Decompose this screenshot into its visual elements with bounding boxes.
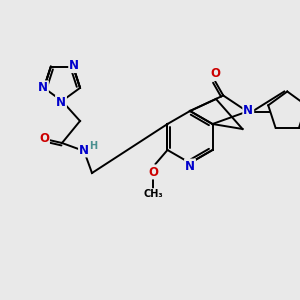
- Text: N: N: [243, 104, 253, 117]
- Text: N: N: [56, 95, 66, 109]
- Text: N: N: [79, 143, 89, 157]
- Text: N: N: [38, 81, 48, 94]
- Text: O: O: [210, 67, 220, 80]
- Text: O: O: [39, 133, 49, 146]
- Text: N: N: [185, 160, 195, 172]
- Text: CH₃: CH₃: [144, 189, 163, 199]
- Text: O: O: [148, 166, 158, 178]
- Text: H: H: [89, 141, 97, 151]
- Text: N: N: [69, 59, 79, 72]
